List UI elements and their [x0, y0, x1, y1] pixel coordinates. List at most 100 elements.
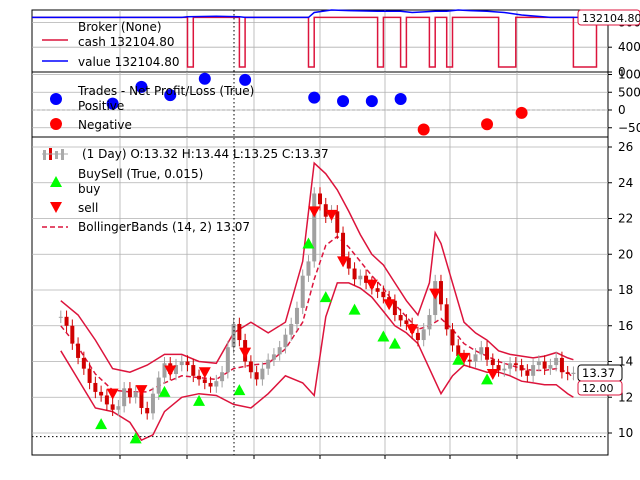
candle-body — [70, 325, 75, 344]
candle-body — [81, 357, 86, 369]
candle-body — [467, 359, 472, 362]
candle-body — [179, 361, 184, 366]
candle-body — [565, 372, 570, 375]
sell-marker — [429, 288, 442, 300]
candle-body — [444, 304, 449, 330]
candle-body — [283, 334, 288, 348]
broker-last-value-text: 132104.80 — [582, 12, 640, 25]
broker-legend: Broker (None) cash 132104.80 value 13210… — [42, 20, 179, 69]
candle-body — [64, 316, 69, 326]
sell-marker — [239, 347, 252, 359]
trades-legend-title: Trades - Net Profit/Loss (True) — [77, 84, 254, 98]
candle-body — [341, 232, 346, 258]
bollinger-legend-label: BollingerBands (14, 2) 13.07 — [78, 220, 250, 234]
broker-y-tick-label: 400 — [618, 40, 640, 54]
candle-body — [266, 359, 271, 369]
candle-body — [162, 363, 167, 378]
candle-body — [513, 363, 518, 366]
price-y-tick-label: 18 — [618, 283, 633, 297]
candle-body — [346, 257, 351, 269]
candle-body — [156, 377, 161, 394]
trade-marker-negative — [481, 118, 494, 131]
candle-body — [323, 204, 328, 217]
sell-marker — [383, 299, 396, 311]
candle-body — [421, 329, 426, 341]
candle-body — [300, 275, 305, 308]
value-legend-label: value 132104.80 — [78, 55, 179, 69]
trade-marker-positive — [365, 95, 378, 108]
price-y-tick-label: 26 — [618, 140, 633, 154]
candle-body — [531, 365, 536, 376]
candle-body — [571, 372, 576, 375]
buy-marker — [158, 385, 171, 397]
trade-marker-negative — [417, 123, 430, 136]
sell-marker — [458, 352, 470, 364]
candle-body — [185, 361, 190, 366]
sell-marker — [406, 324, 419, 336]
trade-marker-positive — [106, 97, 119, 110]
candle-body — [271, 354, 276, 360]
candle-body — [127, 388, 132, 398]
price-y-tick-label: 22 — [618, 212, 633, 226]
buy-marker — [129, 432, 142, 444]
candle-body — [473, 354, 478, 362]
sell-marker — [325, 209, 338, 221]
candle-body — [237, 323, 242, 341]
buy-marker — [233, 384, 246, 396]
positive-legend-label: Positive — [78, 99, 124, 113]
buy-marker — [95, 418, 108, 430]
negative-legend-label: Negative — [78, 118, 132, 132]
sell-marker — [308, 206, 321, 218]
trades-y-axis: 1000 500 0 −500 — [608, 68, 640, 135]
candle-body — [202, 379, 207, 383]
candle-body — [289, 323, 294, 335]
negative-legend-marker — [50, 118, 62, 130]
candle-body — [254, 372, 259, 380]
candle-body — [133, 391, 138, 398]
candle-body — [490, 359, 495, 366]
candle-body — [335, 211, 340, 233]
candle-body — [214, 381, 219, 387]
buy-marker — [302, 237, 315, 249]
candle-body — [450, 329, 455, 346]
broker-y-tick-label: 0 — [618, 65, 626, 79]
candle-body — [225, 347, 230, 373]
buy-marker — [452, 353, 465, 365]
sell-marker — [106, 388, 119, 400]
trades-y-tick-label: 0 — [618, 103, 626, 117]
candle-body — [76, 343, 81, 358]
buy-sell-markers — [95, 206, 499, 444]
trade-marker-positive — [337, 95, 350, 108]
candle-body — [294, 307, 299, 324]
sell-marker — [135, 385, 148, 397]
trade-marker-positive — [239, 73, 252, 86]
sell-marker — [198, 367, 211, 379]
candle-body — [93, 382, 98, 392]
price-y-tick-label: 16 — [618, 319, 633, 333]
candle-body — [525, 370, 530, 376]
candle-body — [231, 323, 236, 348]
broker-line-value — [32, 9, 608, 19]
buy-marker — [193, 394, 206, 406]
trades-y-tick-label: −500 — [618, 121, 640, 135]
trade-marker-negative — [515, 106, 528, 119]
candle-body — [559, 357, 564, 373]
price-legend-title: (1 Day) O:13.32 H:13.44 L:13.25 C:13.37 — [82, 147, 329, 161]
candle-body — [139, 391, 144, 408]
buysell-legend-label: BuySell (True, 0.015) — [78, 167, 203, 181]
candle-body — [208, 382, 213, 387]
candle-body — [306, 261, 311, 276]
price-y-tick-label: 20 — [618, 247, 633, 261]
candle-body — [415, 332, 420, 341]
candle-body — [220, 372, 225, 382]
candle-body — [398, 315, 403, 321]
buy-legend-marker — [50, 176, 62, 187]
trades-panel: 1000 500 0 −500 Trades - Net Profit/Loss (T… — [31, 68, 640, 138]
sell-legend-label: sell — [78, 201, 98, 215]
candle-body — [248, 361, 253, 373]
candle-body — [375, 288, 380, 292]
price-lower-band-tag: 12.00 — [577, 380, 623, 396]
sell-marker — [365, 279, 378, 291]
price-last-close-tag: 13.37 — [577, 364, 623, 382]
